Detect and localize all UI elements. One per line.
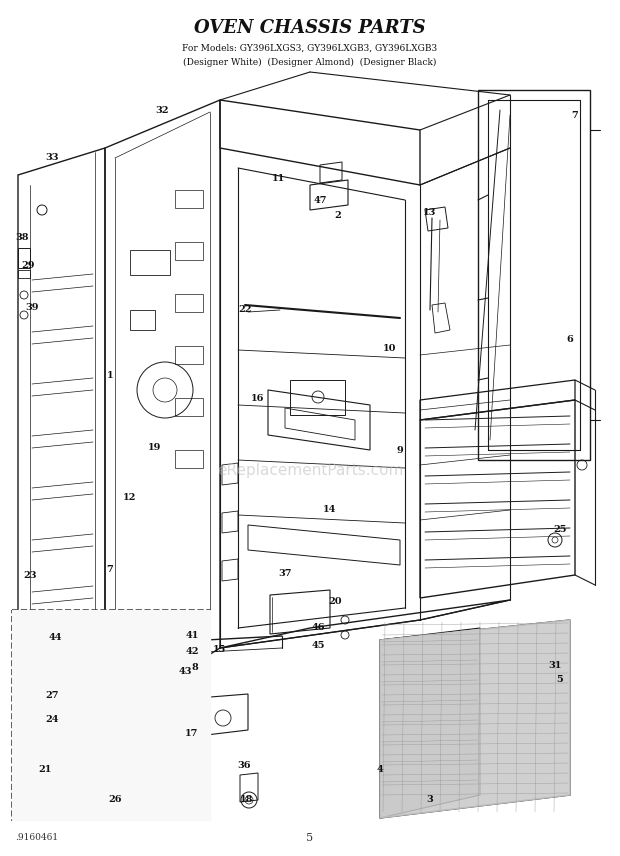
Text: 44: 44	[48, 633, 62, 643]
Polygon shape	[380, 620, 570, 818]
Text: 1: 1	[107, 371, 113, 379]
Bar	[18, 270, 30, 278]
Text: 43: 43	[179, 668, 192, 676]
Text: 24: 24	[45, 716, 59, 724]
Text: 7: 7	[572, 110, 578, 120]
Text: 17: 17	[185, 728, 198, 738]
Text: 25: 25	[553, 526, 567, 534]
Text: 13: 13	[423, 207, 436, 217]
Text: .9160461: .9160461	[15, 834, 58, 842]
Bar	[175, 242, 203, 260]
Text: 19: 19	[148, 443, 162, 451]
Text: 22: 22	[238, 306, 252, 314]
Text: 5: 5	[306, 833, 314, 843]
Text: 38: 38	[16, 233, 29, 241]
Text: 31: 31	[548, 661, 562, 669]
Text: 20: 20	[328, 597, 342, 607]
Bar	[175, 450, 203, 468]
Text: 47: 47	[313, 195, 327, 205]
Bar	[130, 250, 170, 275]
Text: 46: 46	[311, 623, 325, 633]
Bar	[18, 248, 30, 268]
Text: OVEN CHASSIS PARTS: OVEN CHASSIS PARTS	[194, 19, 426, 37]
Text: 32: 32	[155, 105, 169, 115]
Text: 8: 8	[192, 663, 198, 673]
Circle shape	[156, 676, 160, 680]
Text: 11: 11	[272, 174, 285, 182]
Text: 14: 14	[323, 506, 337, 514]
Text: 16: 16	[251, 394, 265, 402]
Text: 3: 3	[427, 795, 433, 805]
Text: 27: 27	[45, 691, 59, 699]
Text: 9: 9	[397, 445, 404, 455]
Bar	[175, 398, 203, 416]
Text: 4: 4	[376, 765, 383, 775]
Text: 10: 10	[383, 343, 397, 353]
Text: 23: 23	[24, 570, 37, 580]
Bar	[290, 380, 345, 415]
Text: 7: 7	[107, 566, 113, 574]
Text: eReplacementParts.com: eReplacementParts.com	[217, 462, 403, 478]
Text: 29: 29	[21, 260, 35, 270]
Polygon shape	[12, 610, 210, 820]
Text: 21: 21	[38, 765, 51, 775]
Text: 2: 2	[335, 211, 342, 219]
Text: 5: 5	[557, 675, 564, 685]
Text: 42: 42	[185, 647, 199, 657]
Text: 12: 12	[123, 492, 136, 502]
Text: 18: 18	[241, 795, 254, 805]
Text: 45: 45	[311, 640, 325, 650]
Bar	[175, 190, 203, 208]
Bar	[130, 310, 155, 330]
Circle shape	[156, 798, 160, 802]
Text: 39: 39	[25, 304, 38, 312]
Bar	[12, 610, 210, 820]
Bar	[175, 346, 203, 364]
Text: 41: 41	[185, 631, 198, 639]
Bar	[175, 294, 203, 312]
Circle shape	[38, 680, 42, 684]
Text: (Designer White)  (Designer Almond)  (Designer Black): (Designer White) (Designer Almond) (Desi…	[184, 57, 436, 67]
Text: For Models: GY396LXGS3, GY396LXGB3, GY396LXGB3: For Models: GY396LXGS3, GY396LXGB3, GY39…	[182, 44, 438, 52]
Text: 33: 33	[45, 152, 59, 162]
Circle shape	[38, 800, 42, 804]
Polygon shape	[380, 628, 480, 818]
Text: 15: 15	[213, 645, 227, 655]
Text: 36: 36	[237, 760, 250, 770]
Text: 26: 26	[108, 795, 122, 805]
Text: 37: 37	[278, 568, 292, 578]
Text: 6: 6	[567, 336, 574, 344]
